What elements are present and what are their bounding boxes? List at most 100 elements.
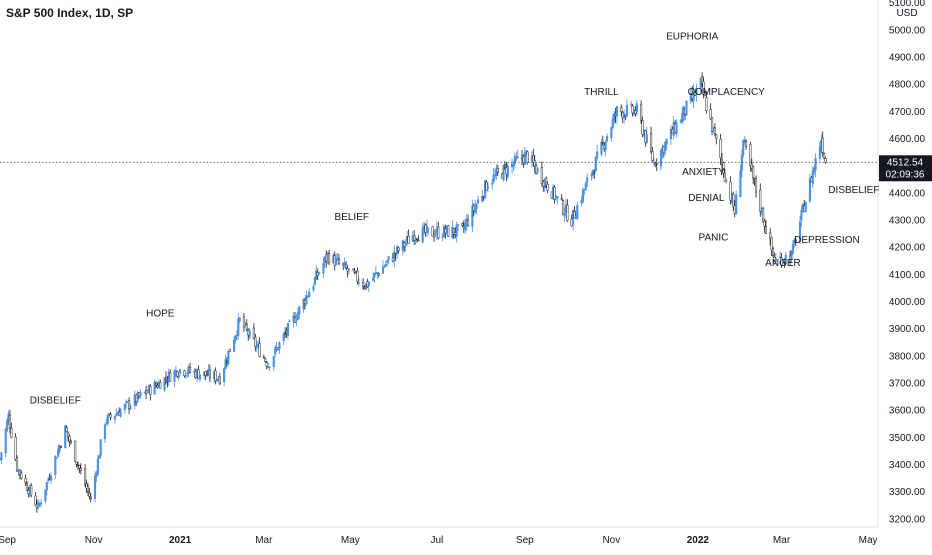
candle-body bbox=[800, 209, 803, 221]
sentiment-annotation: DISBELIEF bbox=[828, 185, 879, 196]
candle-body bbox=[394, 253, 397, 255]
candle-body bbox=[197, 369, 200, 379]
candle-body bbox=[64, 425, 67, 449]
candle-body bbox=[50, 475, 53, 481]
candle-body bbox=[25, 483, 28, 491]
candle-body bbox=[770, 237, 773, 251]
candle-body bbox=[383, 266, 386, 268]
candle-body bbox=[384, 264, 387, 267]
candle-body bbox=[74, 440, 77, 462]
candle-body bbox=[318, 272, 321, 274]
candle-body bbox=[223, 368, 226, 383]
candle-body bbox=[254, 337, 257, 347]
candle-body bbox=[455, 224, 458, 237]
candle-body bbox=[713, 127, 716, 134]
candle-body bbox=[651, 151, 654, 161]
candle-body bbox=[357, 282, 360, 284]
candle-body bbox=[545, 177, 548, 187]
candle-body bbox=[533, 160, 536, 167]
candle-body bbox=[740, 154, 743, 171]
sentiment-annotation: DEPRESSION bbox=[794, 235, 860, 246]
y-tick-label: 3700.00 bbox=[889, 379, 926, 390]
candle-body bbox=[373, 273, 376, 278]
y-tick-label: 4600.00 bbox=[889, 134, 926, 145]
candle-body bbox=[576, 205, 579, 219]
x-tick-label: 2022 bbox=[687, 535, 710, 546]
candle-body bbox=[526, 151, 529, 163]
candle-body bbox=[248, 329, 251, 338]
sentiment-annotation: COMPLACENCY bbox=[688, 87, 766, 98]
candle-body bbox=[89, 496, 92, 499]
x-tick-label: Sep bbox=[516, 535, 534, 546]
candle-body bbox=[709, 108, 712, 120]
candle-body bbox=[232, 340, 236, 352]
candle-body bbox=[625, 104, 628, 117]
candle-body bbox=[15, 457, 19, 472]
candle-body bbox=[404, 242, 407, 246]
candle-body bbox=[635, 103, 638, 112]
candle-body bbox=[75, 461, 78, 465]
candle-body bbox=[18, 469, 21, 475]
candle-body bbox=[692, 90, 695, 101]
candle-body bbox=[743, 139, 746, 142]
x-tick-label: 2021 bbox=[169, 535, 192, 546]
candle-body bbox=[47, 479, 50, 482]
candle-body bbox=[352, 268, 355, 271]
candle-body bbox=[586, 177, 589, 183]
candle-body bbox=[252, 327, 255, 339]
candle-body bbox=[749, 143, 752, 167]
x-tick-label: Mar bbox=[255, 535, 273, 546]
last-price-tag bbox=[879, 155, 932, 182]
candle-body bbox=[824, 158, 827, 163]
y-tick-label: 4300.00 bbox=[889, 216, 926, 227]
candle-body bbox=[99, 439, 102, 457]
candle-body bbox=[540, 167, 543, 184]
candle-body bbox=[486, 186, 489, 189]
candle-body bbox=[30, 485, 33, 496]
candle-body bbox=[6, 420, 9, 431]
candle-body bbox=[95, 473, 98, 477]
candle-body bbox=[189, 367, 192, 373]
candle-body bbox=[224, 359, 227, 370]
candle-body bbox=[762, 208, 765, 223]
candle-body bbox=[503, 164, 507, 167]
candle-body bbox=[234, 335, 237, 341]
candle-body bbox=[186, 373, 189, 375]
candle-body bbox=[119, 409, 122, 417]
candle-body bbox=[729, 181, 732, 201]
candle-body bbox=[415, 238, 419, 241]
candle-body bbox=[732, 193, 735, 208]
x-tick-label: Mar bbox=[773, 535, 791, 546]
candle-body bbox=[425, 225, 428, 234]
candle-body bbox=[149, 385, 152, 395]
candle-body bbox=[584, 182, 587, 191]
candle-body bbox=[431, 226, 434, 237]
candle-body bbox=[665, 139, 668, 145]
candle-body bbox=[640, 104, 643, 121]
sentiment-annotation: EUPHORIA bbox=[666, 31, 719, 42]
last-price-value: 4512.54 bbox=[887, 157, 924, 168]
candle-body bbox=[308, 291, 311, 298]
candle-body bbox=[387, 256, 390, 261]
candle-body bbox=[703, 92, 707, 97]
candle-body bbox=[68, 436, 71, 442]
candle-body bbox=[808, 178, 811, 202]
candle-body bbox=[362, 282, 365, 287]
candle-body bbox=[710, 117, 714, 132]
sentiment-annotation: PANIC bbox=[699, 232, 729, 243]
candle-body bbox=[238, 317, 241, 322]
candle-body bbox=[630, 103, 633, 106]
candle-body bbox=[461, 223, 464, 226]
candle-body bbox=[286, 323, 289, 336]
candle-body bbox=[8, 415, 11, 429]
candle-body bbox=[228, 348, 231, 352]
y-axis-unit: USD bbox=[896, 8, 917, 19]
candle-body bbox=[393, 251, 396, 262]
candle-body bbox=[447, 225, 450, 237]
candle-body bbox=[634, 110, 637, 115]
sentiment-annotation: THRILL bbox=[584, 87, 619, 98]
candle-body bbox=[79, 467, 82, 471]
candle-body bbox=[316, 272, 319, 276]
candle-body bbox=[163, 377, 166, 391]
